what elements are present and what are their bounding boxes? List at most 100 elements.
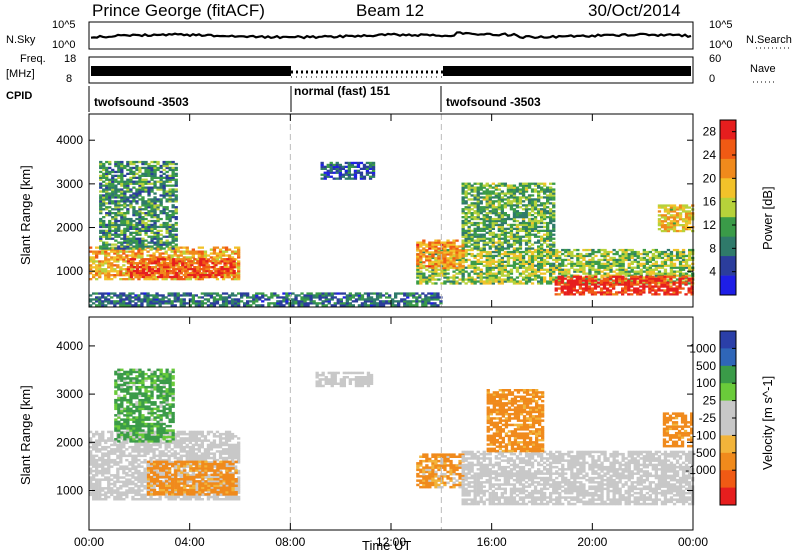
power-cell xyxy=(675,281,679,284)
power-cell xyxy=(591,266,595,269)
power-cell xyxy=(509,237,514,240)
power-cell xyxy=(591,262,595,265)
power-cell xyxy=(497,260,501,263)
power-cell xyxy=(193,273,197,277)
power-cell xyxy=(107,274,111,277)
power-cell xyxy=(168,210,172,213)
power-cell xyxy=(156,208,160,211)
power-cell xyxy=(168,160,172,164)
power-cell xyxy=(552,188,556,191)
power-cell xyxy=(240,300,244,303)
power-cell xyxy=(150,190,154,193)
power-cell xyxy=(234,246,238,249)
power-cell xyxy=(690,287,694,290)
power-cell xyxy=(569,291,573,294)
power-cell xyxy=(152,296,156,299)
power-cell xyxy=(135,160,139,164)
power-cell xyxy=(606,254,610,258)
power-cell xyxy=(345,302,349,305)
power-ytick-label: 4000 xyxy=(56,133,83,147)
cpid-strip: CPID twofsound -3503 normal (fast) 151 t… xyxy=(6,84,541,112)
power-cell xyxy=(147,267,152,271)
power-cell xyxy=(530,233,535,236)
power-cell xyxy=(636,254,640,258)
power-cell xyxy=(476,254,480,258)
power-cell xyxy=(440,264,444,267)
power-cell xyxy=(500,223,504,227)
power-cell xyxy=(150,186,154,189)
power-cell xyxy=(89,298,93,301)
power-cell xyxy=(385,296,389,299)
power-cell xyxy=(416,261,420,264)
power-cell xyxy=(120,245,124,248)
power-cell xyxy=(165,198,169,201)
power-cell xyxy=(497,258,501,262)
power-cell xyxy=(375,294,380,297)
power-cell xyxy=(338,173,342,176)
power-cell xyxy=(688,274,692,277)
power-cell xyxy=(101,294,105,297)
power-cell xyxy=(350,163,354,167)
power-cell xyxy=(144,202,148,205)
power-cell xyxy=(500,210,504,213)
power-cell xyxy=(521,258,526,262)
power-cell xyxy=(612,275,616,278)
power-cell xyxy=(500,192,504,195)
power-cell xyxy=(618,279,622,282)
power-cell xyxy=(153,166,157,170)
power-cell xyxy=(159,200,163,203)
power-cell xyxy=(159,247,163,250)
power-cell xyxy=(119,272,123,275)
power-cell xyxy=(165,190,169,193)
power-cell xyxy=(359,161,364,165)
power-cell xyxy=(684,228,689,231)
power-cell xyxy=(92,252,96,255)
power-cell xyxy=(527,256,532,260)
power-cell xyxy=(549,243,553,246)
power-cell xyxy=(555,258,559,262)
power-cell xyxy=(443,249,447,252)
power-cell xyxy=(543,182,547,185)
power-cell xyxy=(479,278,483,281)
power-cell xyxy=(467,278,471,281)
power-cell xyxy=(530,256,535,260)
power-cell xyxy=(134,302,138,305)
power-cell xyxy=(119,292,123,295)
power-cell xyxy=(615,258,619,262)
power-cell xyxy=(102,223,106,227)
power-cell xyxy=(473,254,477,258)
power-cell xyxy=(335,165,339,168)
power-cell xyxy=(335,163,339,167)
power-cell xyxy=(422,276,426,279)
power-cell xyxy=(120,231,124,234)
power-cell xyxy=(455,282,459,285)
power-cell xyxy=(455,239,459,242)
power-cell xyxy=(125,250,129,253)
power-cell xyxy=(182,256,186,259)
power-cell xyxy=(309,292,313,295)
power-cell xyxy=(687,291,691,294)
power-cell xyxy=(120,174,124,177)
power-cell xyxy=(560,281,564,284)
power-cell xyxy=(95,252,99,255)
power-cell xyxy=(416,280,420,283)
power-cell xyxy=(675,285,679,288)
power-cell xyxy=(518,229,523,232)
power-cell xyxy=(157,264,161,267)
power-cell xyxy=(114,184,118,187)
power-cell xyxy=(372,298,377,301)
power-cell xyxy=(527,237,532,240)
power-cell xyxy=(197,300,201,303)
power-cell xyxy=(203,254,208,257)
power-cell xyxy=(147,210,151,213)
power-cell xyxy=(237,248,241,251)
power-cell xyxy=(552,248,556,252)
power-cell xyxy=(530,208,535,211)
power-cell xyxy=(684,254,689,258)
power-cell xyxy=(89,256,93,259)
power-cell xyxy=(171,237,175,240)
power-cell xyxy=(639,252,643,256)
power-cell xyxy=(588,282,592,285)
power-cell xyxy=(530,227,535,230)
power-cell xyxy=(138,174,142,177)
